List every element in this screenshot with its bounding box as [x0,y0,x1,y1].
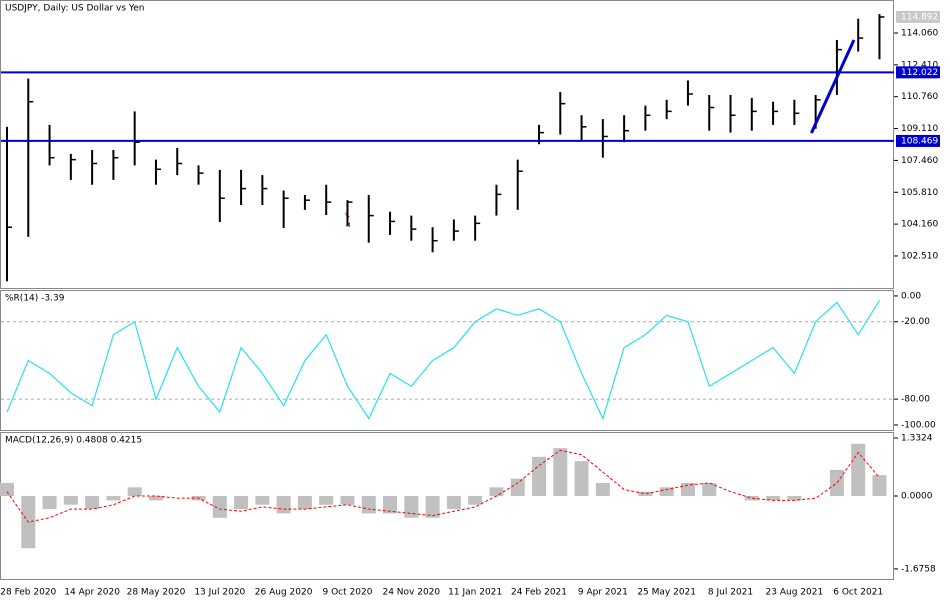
macd-bar [0,482,14,497]
wpr-panel [0,290,894,431]
macd-bar [680,482,695,497]
x-tick-label: 9 Oct 2020 [323,588,373,598]
macd-bar [255,496,270,505]
macd-bar [638,491,653,497]
y-tick-label: 0.00 [901,291,921,301]
y-tick-label: -1.6758 [901,564,936,574]
macd-bar [532,456,546,497]
y-tick-label: 114.060 [901,29,938,39]
macd-bar [553,448,568,497]
macd-bar [63,496,78,505]
y-tick-label: 109.110 [901,124,938,134]
macd-bar [787,496,802,501]
x-tick-label: 13 Jul 2020 [194,588,245,598]
x-tick-label: 8 Jul 2021 [708,588,753,598]
macd-bar [85,496,100,510]
macd-bar [766,496,781,501]
x-tick-label: 25 May 2021 [637,588,696,598]
macd-bar [212,496,227,518]
macd-bar [42,496,57,510]
x-tick-label: 11 Jan 2021 [448,588,502,598]
x-tick-label: 28 May 2020 [127,588,186,598]
macd-bar [340,496,355,505]
macd-panel [0,432,894,580]
wpr-title: %R(14) -3.39 [5,294,65,304]
macd-bar [106,496,121,501]
y-tick-label: 107.460 [901,156,938,166]
x-tick-label: 26 Aug 2020 [255,588,313,598]
y-tick-label: 110.760 [901,92,938,102]
y-tick-label: 112.410 [901,60,938,70]
macd-bar [319,496,334,505]
signal-line [6,449,880,523]
y-tick-label: 1.3324 [901,434,933,444]
y-tick-label: -20.00 [901,317,930,327]
x-tick-label: 24 Nov 2020 [382,588,440,598]
macd-bar [829,469,844,497]
macd-bar [510,478,525,497]
x-tick-label: 24 Feb 2021 [511,588,567,598]
macd-bar [489,487,504,497]
macd-bar [446,496,461,510]
y-tick-label: -100.00 [901,420,936,430]
macd-bar [297,496,312,510]
macd-bar [148,496,163,501]
chart-title: USDJPY, Daily: US Dollar vs Yen [5,4,144,14]
macd-bar [468,496,483,505]
macd-bar [872,475,887,497]
last-price-label: 114.892 [901,12,938,22]
trend-line [810,39,856,134]
y-tick-label: 104.160 [901,220,938,230]
y-tick-label: -80.00 [901,395,930,405]
last-price-bg [896,10,940,23]
x-tick-label: 9 Apr 2021 [578,588,628,598]
macd-bar [276,496,291,514]
x-tick-label: 6 Oct 2021 [833,588,883,598]
macd-bar [425,496,440,518]
macd-bar [595,482,610,497]
x-tick-label: 23 Aug 2021 [766,588,824,598]
macd-bar [404,496,419,518]
macd-title: MACD(12,26,9) 0.4808 0.4215 [5,436,142,446]
level-label-bg [896,134,940,147]
y-tick-label: 102.510 [901,251,938,261]
macd-bar [574,461,589,497]
wpr-line [6,299,880,421]
macd-bar [361,496,376,514]
y-tick-label: 105.810 [901,188,938,198]
x-tick-label: 14 Apr 2020 [64,588,120,598]
x-tick-label: 28 Feb 2020 [0,588,56,598]
y-tick-label: 0.0000 [901,492,933,502]
macd-bar [702,482,717,497]
level-label-bg [896,66,940,79]
macd-bar [744,496,759,501]
macd-bar [659,487,674,497]
macd-bar [383,496,398,514]
macd-bar [851,443,866,497]
level-label: 108.469 [901,136,938,146]
macd-bar [127,487,142,497]
macd-bar [234,496,249,510]
main-panel [0,0,894,289]
level-label: 112.022 [901,68,938,78]
